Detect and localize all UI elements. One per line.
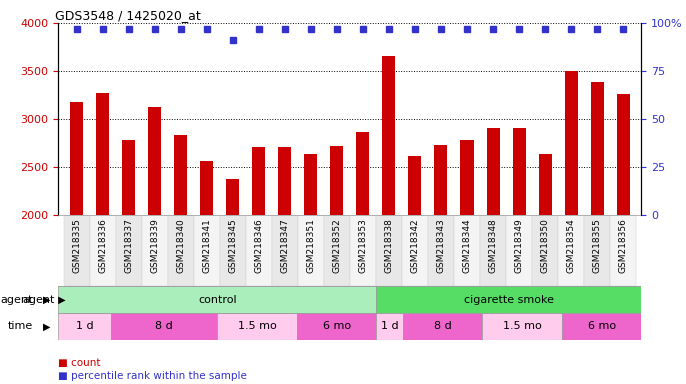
Bar bbox=[532, 215, 558, 286]
Bar bbox=[454, 215, 480, 286]
Text: GSM218354: GSM218354 bbox=[567, 218, 576, 273]
Bar bbox=[122, 140, 135, 215]
Text: GSM218342: GSM218342 bbox=[410, 218, 419, 273]
Bar bbox=[58, 313, 111, 340]
Text: GSM218346: GSM218346 bbox=[255, 218, 263, 273]
Bar bbox=[226, 179, 239, 215]
Bar bbox=[584, 215, 610, 286]
Text: agent: agent bbox=[23, 295, 55, 305]
Bar bbox=[305, 154, 318, 215]
Bar bbox=[408, 156, 421, 215]
Text: GSM218355: GSM218355 bbox=[593, 218, 602, 273]
Text: GSM218347: GSM218347 bbox=[281, 218, 289, 273]
Bar bbox=[148, 107, 161, 215]
Text: GSM218356: GSM218356 bbox=[619, 218, 628, 273]
Bar bbox=[460, 140, 473, 215]
Text: 8 d: 8 d bbox=[434, 321, 451, 331]
Text: GSM218336: GSM218336 bbox=[98, 218, 107, 273]
Bar bbox=[252, 147, 265, 215]
Bar bbox=[403, 313, 482, 340]
Text: ▶: ▶ bbox=[55, 295, 65, 305]
Bar bbox=[200, 161, 213, 215]
Bar bbox=[167, 215, 193, 286]
Bar bbox=[298, 215, 324, 286]
Bar bbox=[486, 127, 499, 215]
Bar bbox=[174, 136, 187, 215]
Bar bbox=[141, 215, 167, 286]
Text: 6 mo: 6 mo bbox=[322, 321, 351, 331]
Text: GSM218339: GSM218339 bbox=[150, 218, 159, 273]
Bar bbox=[324, 215, 350, 286]
Bar bbox=[220, 215, 246, 286]
Text: 1.5 mo: 1.5 mo bbox=[503, 321, 541, 331]
Text: ▶: ▶ bbox=[43, 321, 50, 331]
Text: cigarette smoke: cigarette smoke bbox=[464, 295, 554, 305]
Bar bbox=[58, 286, 377, 313]
Text: GSM218343: GSM218343 bbox=[436, 218, 445, 273]
Bar bbox=[297, 313, 377, 340]
Text: ■ percentile rank within the sample: ■ percentile rank within the sample bbox=[58, 371, 247, 381]
Text: control: control bbox=[198, 295, 237, 305]
Bar bbox=[96, 93, 109, 215]
Bar bbox=[246, 215, 272, 286]
Text: agent: agent bbox=[1, 295, 33, 305]
Bar bbox=[111, 313, 217, 340]
Bar bbox=[64, 215, 90, 286]
Bar bbox=[402, 215, 428, 286]
Bar bbox=[617, 94, 630, 215]
Bar bbox=[350, 215, 376, 286]
Bar bbox=[331, 146, 344, 215]
Bar bbox=[382, 56, 395, 215]
Text: GSM218337: GSM218337 bbox=[124, 218, 133, 273]
Text: ■ count: ■ count bbox=[58, 358, 101, 368]
Bar bbox=[506, 215, 532, 286]
Text: GDS3548 / 1425020_at: GDS3548 / 1425020_at bbox=[56, 9, 201, 22]
Bar bbox=[193, 215, 220, 286]
Text: time: time bbox=[8, 321, 33, 331]
Text: GSM218345: GSM218345 bbox=[228, 218, 237, 273]
Bar bbox=[115, 215, 141, 286]
Bar bbox=[377, 313, 403, 340]
Bar bbox=[272, 215, 298, 286]
Text: GSM218344: GSM218344 bbox=[462, 218, 471, 273]
Text: 1.5 mo: 1.5 mo bbox=[238, 321, 276, 331]
Bar bbox=[610, 215, 636, 286]
Bar bbox=[562, 313, 641, 340]
Bar bbox=[428, 215, 454, 286]
Text: GSM218351: GSM218351 bbox=[307, 218, 316, 273]
Bar bbox=[217, 313, 297, 340]
Text: GSM218341: GSM218341 bbox=[202, 218, 211, 273]
Text: GSM218340: GSM218340 bbox=[176, 218, 185, 273]
Text: 1 d: 1 d bbox=[381, 321, 399, 331]
Bar bbox=[377, 286, 641, 313]
Bar bbox=[376, 215, 402, 286]
Bar bbox=[356, 132, 369, 215]
Bar bbox=[591, 82, 604, 215]
Bar bbox=[558, 215, 584, 286]
Bar bbox=[434, 145, 447, 215]
Text: GSM218353: GSM218353 bbox=[358, 218, 368, 273]
Bar bbox=[539, 154, 552, 215]
Text: GSM218349: GSM218349 bbox=[514, 218, 523, 273]
Bar bbox=[482, 313, 562, 340]
Text: GSM218338: GSM218338 bbox=[384, 218, 393, 273]
Text: 8 d: 8 d bbox=[156, 321, 173, 331]
Bar bbox=[279, 147, 292, 215]
Text: GSM218352: GSM218352 bbox=[332, 218, 342, 273]
Bar bbox=[70, 102, 83, 215]
Text: GSM218335: GSM218335 bbox=[72, 218, 81, 273]
Text: 6 mo: 6 mo bbox=[588, 321, 616, 331]
Bar bbox=[480, 215, 506, 286]
Text: GSM218350: GSM218350 bbox=[541, 218, 549, 273]
Bar bbox=[512, 127, 525, 215]
Bar bbox=[90, 215, 115, 286]
Bar bbox=[565, 71, 578, 215]
Text: ▶: ▶ bbox=[43, 295, 50, 305]
Text: 1 d: 1 d bbox=[76, 321, 93, 331]
Text: GSM218348: GSM218348 bbox=[488, 218, 497, 273]
